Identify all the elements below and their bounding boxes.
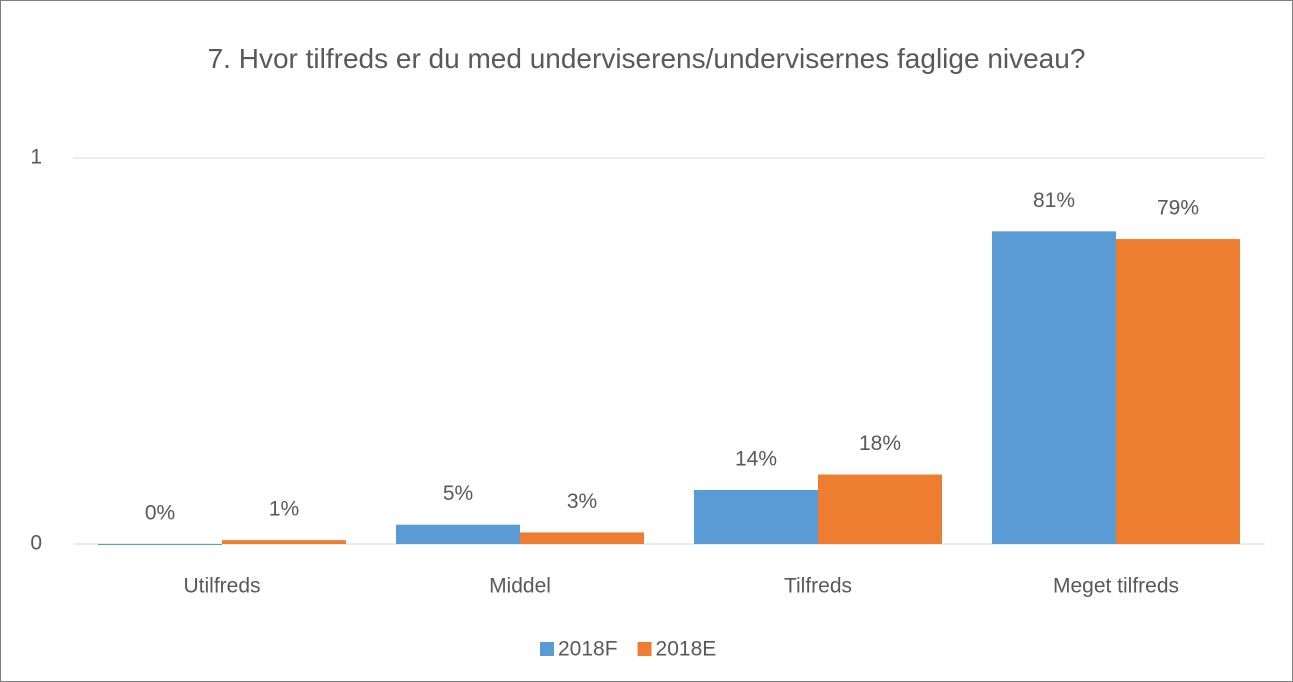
data-label: 3% [567, 490, 597, 513]
chart-title: 7. Hvor tilfreds er du med underviserens… [207, 43, 1086, 74]
bar [396, 524, 520, 544]
legend-label: 2018E [656, 638, 717, 661]
legend-label: 2018F [558, 638, 618, 661]
x-tick-label: Meget tilfreds [1053, 575, 1179, 598]
bar [818, 474, 942, 544]
data-label: 14% [735, 448, 777, 471]
bar [992, 231, 1116, 544]
bar [98, 544, 222, 545]
bar [1116, 239, 1240, 544]
data-label: 1% [269, 498, 299, 521]
bar [222, 540, 346, 544]
bar [520, 532, 644, 544]
data-label: 81% [1033, 189, 1075, 212]
x-tick-label: Tilfreds [784, 575, 852, 598]
legend-swatch [540, 642, 554, 656]
data-label: 79% [1157, 197, 1199, 220]
data-label: 5% [443, 482, 473, 505]
y-tick-label: 1 [30, 146, 42, 169]
x-tick-label: Middel [489, 575, 551, 598]
y-tick-label: 0 [30, 532, 42, 555]
data-label: 18% [859, 432, 901, 455]
data-label: 0% [145, 502, 175, 525]
bar [694, 489, 818, 544]
legend-swatch [637, 642, 652, 656]
x-tick-label: Utilfreds [183, 575, 260, 598]
